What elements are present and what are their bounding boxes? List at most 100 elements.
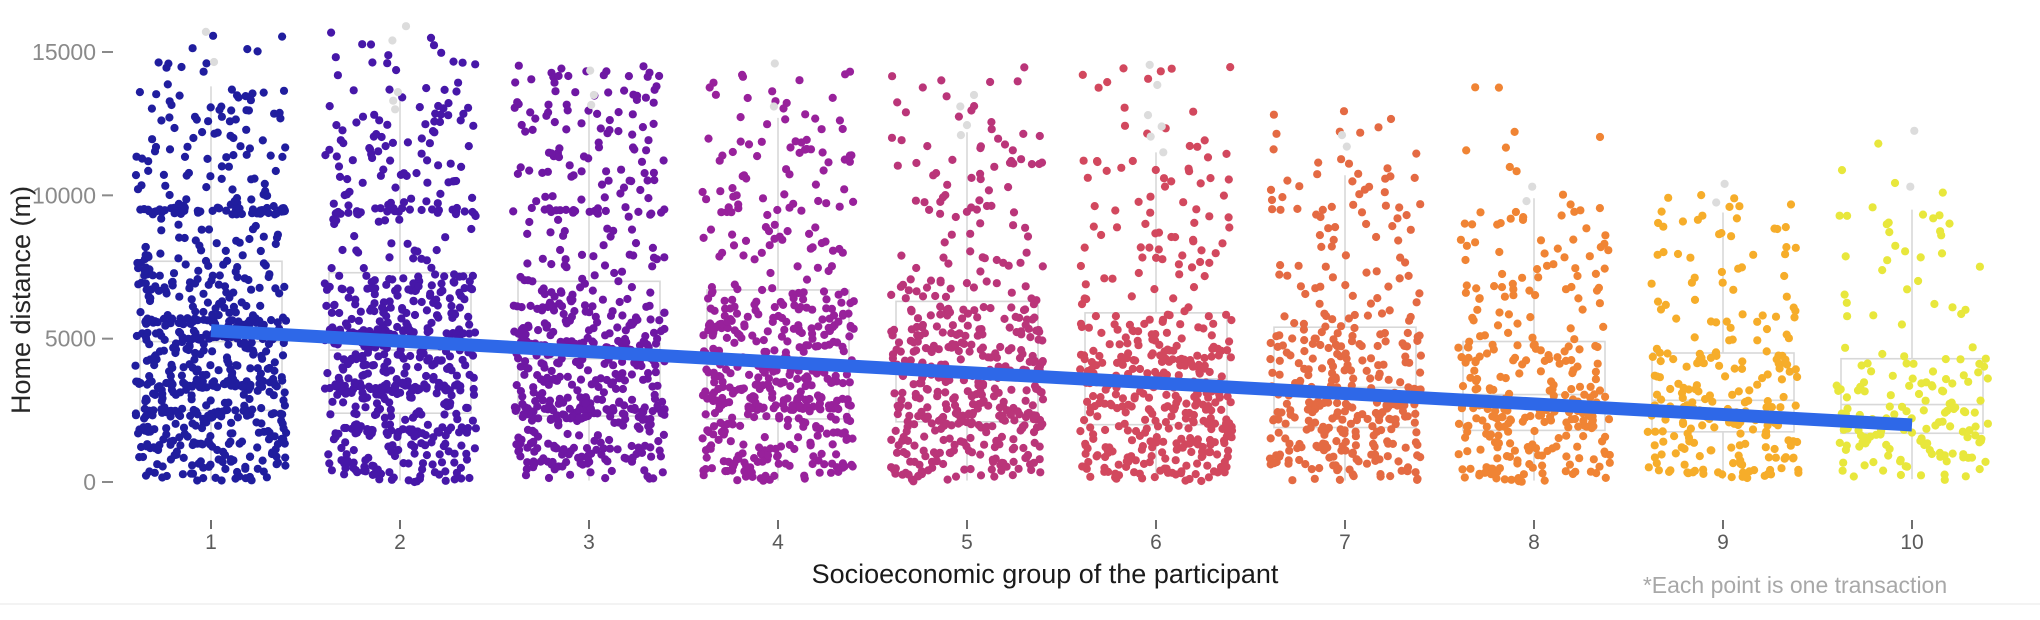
data-point xyxy=(1136,387,1145,396)
data-point xyxy=(546,331,555,340)
data-point xyxy=(238,251,247,260)
data-point xyxy=(584,326,594,335)
data-point xyxy=(624,212,633,221)
data-point xyxy=(785,370,794,379)
data-point xyxy=(1283,271,1292,280)
data-point xyxy=(707,283,717,292)
data-point xyxy=(512,381,521,390)
data-point xyxy=(214,421,223,430)
data-point xyxy=(1653,250,1662,259)
data-point xyxy=(1191,401,1200,410)
data-point xyxy=(779,378,788,387)
data-point xyxy=(533,371,542,380)
data-point xyxy=(923,403,932,412)
data-point xyxy=(464,142,473,151)
data-point xyxy=(743,312,752,321)
data-point xyxy=(1297,443,1306,452)
data-point xyxy=(217,112,226,121)
data-point xyxy=(657,208,666,217)
data-point xyxy=(557,302,567,311)
data-point xyxy=(1890,410,1899,419)
data-point xyxy=(1643,427,1652,436)
data-point xyxy=(655,71,664,81)
data-point xyxy=(543,457,553,466)
data-point xyxy=(1207,331,1216,340)
data-point xyxy=(418,459,428,468)
data-point xyxy=(278,32,287,41)
data-point xyxy=(350,409,359,418)
data-point xyxy=(1670,432,1679,441)
data-point xyxy=(325,282,334,291)
data-point xyxy=(278,152,287,161)
data-point xyxy=(1403,467,1412,476)
grey-outlier-point xyxy=(1522,197,1531,206)
data-point xyxy=(897,251,906,260)
data-point xyxy=(1501,374,1510,383)
data-point xyxy=(1384,375,1393,384)
data-point xyxy=(449,57,458,66)
data-point xyxy=(1095,351,1104,361)
data-point xyxy=(407,194,416,203)
data-point xyxy=(1837,166,1847,175)
data-point xyxy=(381,420,390,429)
data-point xyxy=(224,340,233,349)
data-point xyxy=(204,117,213,126)
data-point xyxy=(948,321,958,330)
data-point xyxy=(1027,160,1036,169)
data-point xyxy=(1463,427,1472,437)
data-point xyxy=(1348,403,1357,412)
data-point xyxy=(650,394,660,403)
data-point xyxy=(441,476,450,485)
data-point xyxy=(381,142,390,151)
data-point xyxy=(828,440,837,449)
data-point xyxy=(1586,382,1595,391)
data-point xyxy=(1588,416,1597,425)
group-2-points xyxy=(320,28,480,487)
data-point xyxy=(937,76,946,85)
data-point xyxy=(460,207,469,216)
data-point xyxy=(1775,364,1784,373)
data-point xyxy=(1454,450,1463,459)
data-point xyxy=(351,295,360,304)
data-point xyxy=(1275,331,1284,340)
data-point xyxy=(1269,145,1278,154)
data-point xyxy=(399,274,408,283)
data-point xyxy=(1121,333,1130,342)
data-point xyxy=(344,293,353,302)
data-point xyxy=(523,229,532,238)
data-point xyxy=(701,410,710,419)
data-point xyxy=(630,405,640,414)
data-point xyxy=(516,362,525,371)
data-point xyxy=(204,225,214,234)
data-point xyxy=(723,317,732,326)
data-point xyxy=(457,474,466,483)
data-point xyxy=(342,450,351,459)
data-point xyxy=(1717,267,1726,277)
data-point xyxy=(214,366,223,375)
data-point xyxy=(754,373,763,382)
data-point xyxy=(1393,214,1402,223)
data-point xyxy=(371,284,380,293)
data-point xyxy=(1317,364,1327,373)
grey-outlier-point xyxy=(769,102,779,111)
data-point xyxy=(1416,453,1425,462)
data-point xyxy=(1184,303,1193,312)
data-point xyxy=(1498,412,1507,422)
data-point xyxy=(913,337,922,346)
data-point xyxy=(550,118,559,127)
data-point xyxy=(1159,174,1169,183)
data-point xyxy=(1679,419,1688,429)
data-point xyxy=(1372,232,1381,242)
data-point xyxy=(410,310,420,320)
data-point xyxy=(380,395,389,404)
data-point xyxy=(964,409,974,418)
data-point xyxy=(470,328,480,337)
data-point xyxy=(608,307,617,316)
data-point xyxy=(1842,441,1851,450)
data-point xyxy=(282,428,291,437)
data-point xyxy=(1346,419,1355,428)
data-point xyxy=(1151,165,1160,175)
data-point xyxy=(1601,432,1610,441)
data-point xyxy=(1004,261,1013,270)
